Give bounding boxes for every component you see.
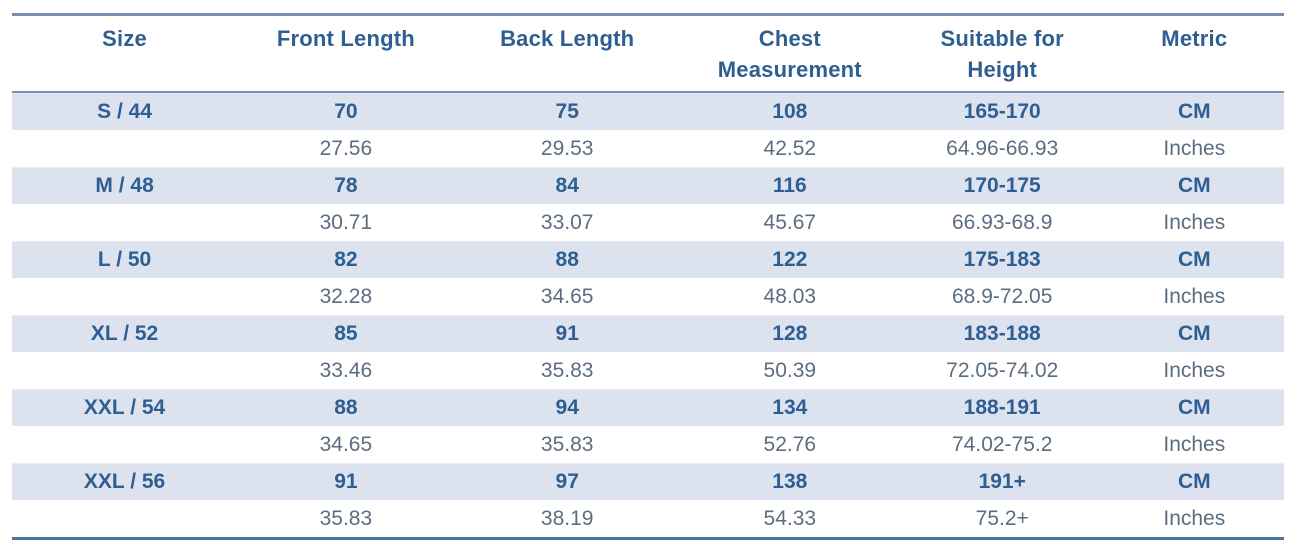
cell-back-length: 29.53 xyxy=(454,130,680,167)
cell-size: XXL / 54 xyxy=(12,389,238,426)
cell-height: 183-188 xyxy=(899,315,1105,352)
size-chart-table: Size Front Length Back Length Chest Meas… xyxy=(12,13,1284,540)
cell-back-length: 88 xyxy=(454,241,680,278)
cell-back-length: 35.83 xyxy=(454,352,680,389)
header-suitable-for-height: Suitable for Height xyxy=(899,14,1105,93)
cell-size: M / 48 xyxy=(12,167,238,204)
cell-chest: 48.03 xyxy=(679,278,900,315)
cell-chest: 108 xyxy=(679,92,900,130)
cell-metric: CM xyxy=(1104,92,1284,130)
cell-back-length: 91 xyxy=(454,315,680,352)
cell-size: XXL / 56 xyxy=(12,463,238,500)
cell-front-length: 35.83 xyxy=(237,500,455,539)
table-row: 32.28 34.65 48.03 68.9-72.05 Inches xyxy=(12,278,1284,315)
cell-front-length: 70 xyxy=(237,92,455,130)
cell-front-length: 85 xyxy=(237,315,455,352)
cell-chest: 122 xyxy=(679,241,900,278)
cell-metric: CM xyxy=(1104,167,1284,204)
cell-back-length: 75 xyxy=(454,92,680,130)
cell-size: S / 44 xyxy=(12,92,238,130)
cell-back-length: 94 xyxy=(454,389,680,426)
header-back-length: Back Length xyxy=(454,14,680,93)
table-header: Size Front Length Back Length Chest Meas… xyxy=(12,14,1284,93)
cell-height: 64.96-66.93 xyxy=(899,130,1105,167)
cell-metric: CM xyxy=(1104,241,1284,278)
table-body: S / 44 70 75 108 165-170 CM 27.56 29.53 42.52 64.… xyxy=(12,92,1284,539)
table-row: 30.71 33.07 45.67 66.93-68.9 Inches xyxy=(12,204,1284,241)
table-row: L / 50 82 88 122 175-183 CM xyxy=(12,241,1284,278)
cell-front-length: 30.71 xyxy=(237,204,455,241)
cell-height: 66.93-68.9 xyxy=(899,204,1105,241)
cell-back-length: 35.83 xyxy=(454,426,680,463)
table-row: 34.65 35.83 52.76 74.02-75.2 Inches xyxy=(12,426,1284,463)
cell-height: 191+ xyxy=(899,463,1105,500)
cell-size xyxy=(12,500,238,539)
cell-chest: 42.52 xyxy=(679,130,900,167)
cell-metric: CM xyxy=(1104,315,1284,352)
cell-size xyxy=(12,204,238,241)
cell-height: 188-191 xyxy=(899,389,1105,426)
cell-back-length: 97 xyxy=(454,463,680,500)
size-chart: Size Front Length Back Length Chest Meas… xyxy=(12,13,1284,540)
header-chest-measurement: Chest Measurement xyxy=(679,14,900,93)
cell-size xyxy=(12,278,238,315)
table-row: XXL / 56 91 97 138 191+ CM xyxy=(12,463,1284,500)
cell-back-length: 38.19 xyxy=(454,500,680,539)
cell-front-length: 27.56 xyxy=(237,130,455,167)
cell-chest: 138 xyxy=(679,463,900,500)
cell-size xyxy=(12,426,238,463)
table-row: 35.83 38.19 54.33 75.2+ Inches xyxy=(12,500,1284,539)
cell-metric: Inches xyxy=(1104,278,1284,315)
header-row: Size Front Length Back Length Chest Meas… xyxy=(12,14,1284,93)
table-row: XL / 52 85 91 128 183-188 CM xyxy=(12,315,1284,352)
table-row: S / 44 70 75 108 165-170 CM xyxy=(12,92,1284,130)
header-size: Size xyxy=(12,14,238,93)
table-row: 27.56 29.53 42.52 64.96-66.93 Inches xyxy=(12,130,1284,167)
cell-chest: 128 xyxy=(679,315,900,352)
cell-chest: 52.76 xyxy=(679,426,900,463)
cell-height: 165-170 xyxy=(899,92,1105,130)
cell-metric: Inches xyxy=(1104,352,1284,389)
cell-height: 68.9-72.05 xyxy=(899,278,1105,315)
cell-size: XL / 52 xyxy=(12,315,238,352)
table-row: XXL / 54 88 94 134 188-191 CM xyxy=(12,389,1284,426)
cell-size xyxy=(12,352,238,389)
cell-front-length: 33.46 xyxy=(237,352,455,389)
cell-height: 170-175 xyxy=(899,167,1105,204)
cell-height: 74.02-75.2 xyxy=(899,426,1105,463)
cell-metric: Inches xyxy=(1104,500,1284,539)
cell-front-length: 91 xyxy=(237,463,455,500)
table-row: 33.46 35.83 50.39 72.05-74.02 Inches xyxy=(12,352,1284,389)
cell-back-length: 34.65 xyxy=(454,278,680,315)
cell-height: 175-183 xyxy=(899,241,1105,278)
table-row: M / 48 78 84 116 170-175 CM xyxy=(12,167,1284,204)
header-front-length: Front Length xyxy=(237,14,455,93)
cell-metric: Inches xyxy=(1104,426,1284,463)
cell-front-length: 78 xyxy=(237,167,455,204)
cell-chest: 45.67 xyxy=(679,204,900,241)
cell-height: 72.05-74.02 xyxy=(899,352,1105,389)
cell-chest: 134 xyxy=(679,389,900,426)
cell-back-length: 33.07 xyxy=(454,204,680,241)
cell-metric: CM xyxy=(1104,389,1284,426)
cell-front-length: 82 xyxy=(237,241,455,278)
cell-chest: 116 xyxy=(679,167,900,204)
cell-chest: 54.33 xyxy=(679,500,900,539)
cell-chest: 50.39 xyxy=(679,352,900,389)
cell-metric: Inches xyxy=(1104,130,1284,167)
cell-size xyxy=(12,130,238,167)
cell-front-length: 34.65 xyxy=(237,426,455,463)
cell-metric: Inches xyxy=(1104,204,1284,241)
cell-front-length: 32.28 xyxy=(237,278,455,315)
header-metric: Metric xyxy=(1104,14,1284,93)
cell-height: 75.2+ xyxy=(899,500,1105,539)
cell-size: L / 50 xyxy=(12,241,238,278)
cell-front-length: 88 xyxy=(237,389,455,426)
cell-back-length: 84 xyxy=(454,167,680,204)
cell-metric: CM xyxy=(1104,463,1284,500)
